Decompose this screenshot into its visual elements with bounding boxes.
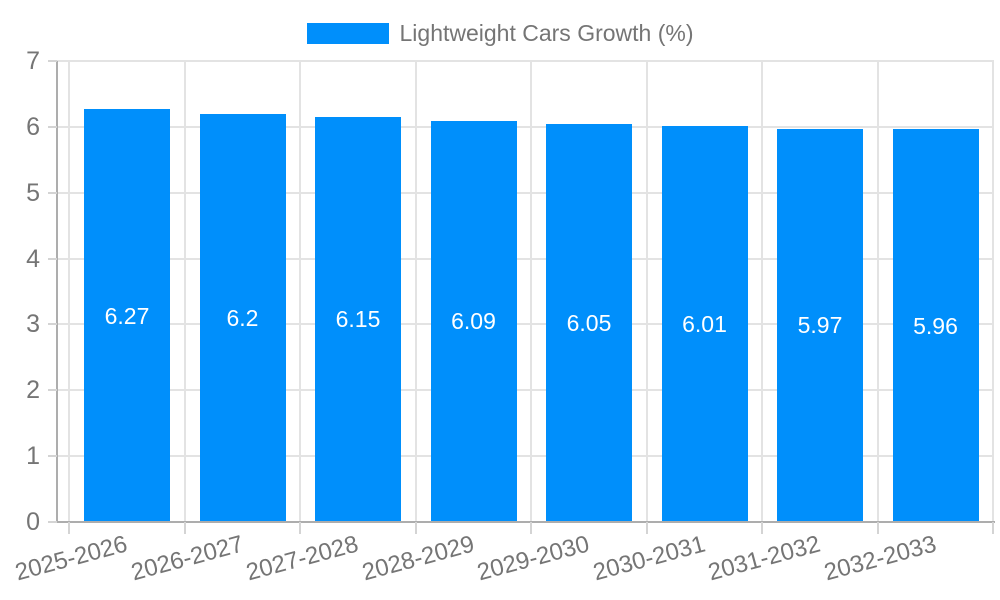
bar-value-label: 6.01 (682, 311, 727, 338)
y-tick (48, 191, 57, 194)
y-tick (48, 455, 57, 458)
x-axis-label-text: 2028-2029 (359, 530, 477, 587)
bar[interactable] (661, 126, 748, 522)
v-gridline (761, 61, 764, 522)
bar-value-label: 5.97 (797, 312, 843, 339)
v-gridline (68, 61, 71, 522)
x-tick (876, 522, 879, 534)
h-gridline (57, 257, 995, 260)
v-gridline (530, 61, 533, 522)
x-axis-label-text: 2030-2031 (590, 530, 708, 587)
y-tick (48, 60, 57, 62)
legend-label: Lightweight Cars Growth (%) (399, 20, 694, 46)
bar[interactable] (315, 116, 401, 522)
x-tick (761, 522, 764, 534)
y-tick-label: 1 (26, 442, 40, 471)
y-tick-label: 5 (26, 178, 40, 207)
legend[interactable]: Lightweight Cars Growth (%) (0, 21, 1000, 45)
y-tick-label: 0 (26, 508, 40, 536)
x-axis-label-text: 2031-2032 (705, 530, 824, 587)
y-tick (48, 257, 57, 260)
y-tick-label: 2 (26, 376, 40, 405)
x-tick (299, 522, 302, 534)
x-axis-label-text: 2026-2027 (128, 530, 246, 587)
y-tick-label: 4 (26, 244, 40, 273)
v-gridline (414, 61, 417, 522)
y-tick (48, 521, 57, 523)
v-gridline (992, 61, 995, 522)
y-tick-label: 6 (26, 112, 40, 141)
bar-value-label: 6.15 (335, 306, 381, 333)
h-gridline (57, 455, 995, 458)
y-tick-label: 7 (26, 47, 40, 75)
y-axis-line (56, 61, 58, 523)
v-gridline (645, 61, 648, 522)
y-tick (48, 125, 57, 128)
v-gridline (876, 61, 879, 522)
h-gridline (57, 191, 995, 194)
y-tick (48, 389, 57, 392)
legend-swatch (306, 22, 389, 44)
x-axis-label-text: 2025-2026 (12, 530, 131, 587)
x-axis-line (56, 521, 996, 523)
bar-value-label: 6.05 (566, 309, 612, 336)
bar-value-label: 6.27 (104, 302, 150, 329)
bar-value-label: 5.96 (913, 312, 958, 339)
bar-value-label: 6.2 (226, 304, 259, 331)
h-gridline (57, 323, 995, 326)
h-gridline (57, 125, 995, 128)
x-axis-label-text: 2032-2033 (821, 530, 939, 587)
x-tick (992, 522, 995, 534)
y-tick-label: 3 (26, 310, 40, 339)
x-axis-label-text: 2029-2030 (474, 530, 593, 587)
x-tick (183, 522, 186, 534)
bar[interactable] (546, 123, 632, 522)
v-gridline (183, 61, 186, 522)
x-tick (530, 522, 533, 534)
x-tick (645, 522, 648, 534)
x-tick (414, 522, 417, 534)
bar-value-label: 6.09 (451, 308, 496, 335)
v-gridline (299, 61, 302, 522)
x-axis-label-text: 2027-2028 (243, 530, 362, 587)
h-gridline (57, 60, 995, 62)
y-tick (48, 323, 57, 326)
bar[interactable] (892, 129, 979, 522)
bar[interactable] (84, 109, 170, 522)
bar[interactable] (199, 113, 286, 522)
h-gridline (57, 389, 995, 392)
bar[interactable] (777, 128, 863, 522)
bar[interactable] (430, 120, 517, 522)
x-tick (68, 522, 71, 534)
